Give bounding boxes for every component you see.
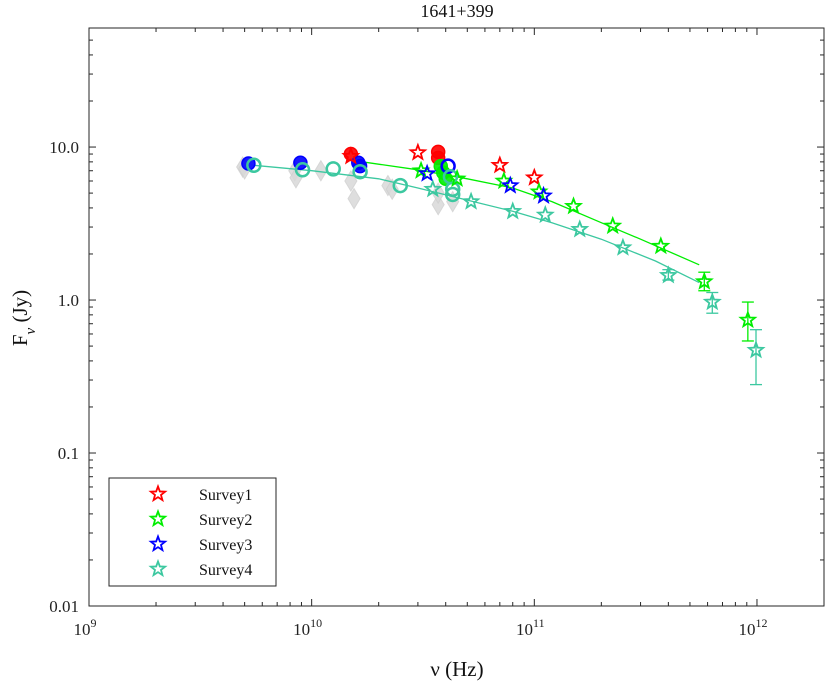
legend: Survey1 Survey2 Survey3 Survey4 [108, 477, 277, 587]
axes: 109 1010 1011 1012 0.01 0.1 1.0 10.0 [49, 27, 825, 639]
data-point-star [417, 163, 437, 182]
data-point-star [408, 142, 428, 161]
data-point-star [533, 185, 554, 204]
background-point [385, 178, 399, 201]
data-point-star [524, 167, 544, 186]
data-point-star [613, 237, 633, 256]
chart-title: 1641+399 [420, 1, 493, 21]
background-point [344, 170, 358, 192]
data-point-star [651, 236, 671, 255]
y-axis-title: Fν (Jy) [8, 290, 39, 346]
data-point-star [702, 291, 722, 311]
data-point-circle [294, 162, 311, 178]
x-tick-label: 1010 [293, 616, 322, 639]
legend-label: Survey2 [199, 512, 252, 529]
fit-line-survey4 [253, 164, 700, 284]
y-tick-label: 10.0 [49, 138, 79, 157]
data-point-circle [444, 186, 461, 203]
data-point-star [563, 196, 584, 215]
data-point-star [694, 271, 714, 290]
legend-marker [148, 533, 168, 553]
data-point-circle [246, 157, 262, 174]
background-point [314, 159, 328, 182]
x-tick-label: 1012 [738, 616, 767, 639]
data-point-star [746, 340, 766, 359]
data-point-star [603, 215, 623, 235]
x-tick-label: 1011 [516, 616, 545, 639]
data-point-star [500, 175, 520, 194]
data-point-circle [440, 158, 456, 174]
data-point-star [738, 309, 758, 329]
x-tick-label: 109 [74, 616, 97, 639]
data-point-circle [325, 161, 341, 177]
y-axis-label: Fν (Jy) [8, 290, 39, 346]
data-point-star [570, 219, 590, 238]
x-axis-title: ν (Hz) [430, 657, 483, 681]
data-point-circle [352, 163, 368, 180]
legend-label: Survey1 [199, 487, 252, 504]
y-tick-label: 1.0 [58, 291, 79, 310]
background-point [431, 193, 445, 216]
data-point-star [447, 168, 467, 187]
y-tick-label: 0.1 [58, 444, 79, 463]
x-axis-label: ν (Hz) [430, 657, 483, 681]
legend-label: Survey4 [199, 562, 252, 579]
data-point-star [535, 204, 555, 224]
y-tick-label: 0.01 [49, 597, 79, 616]
legend-marker [148, 508, 168, 528]
background-point [347, 187, 361, 210]
survey-points [241, 142, 766, 386]
data-point-star [503, 201, 523, 220]
data-point-star [658, 265, 678, 284]
data-point-star [423, 179, 443, 198]
plot-frame [88, 27, 825, 607]
legend-label: Survey3 [199, 537, 252, 554]
legend-marker [148, 558, 168, 578]
legend-marker [148, 483, 168, 503]
data-point-star [341, 146, 361, 165]
data-point-circle [392, 177, 409, 194]
data-point-star [461, 191, 481, 210]
legend-box [108, 477, 277, 587]
data-point-star [490, 155, 510, 174]
